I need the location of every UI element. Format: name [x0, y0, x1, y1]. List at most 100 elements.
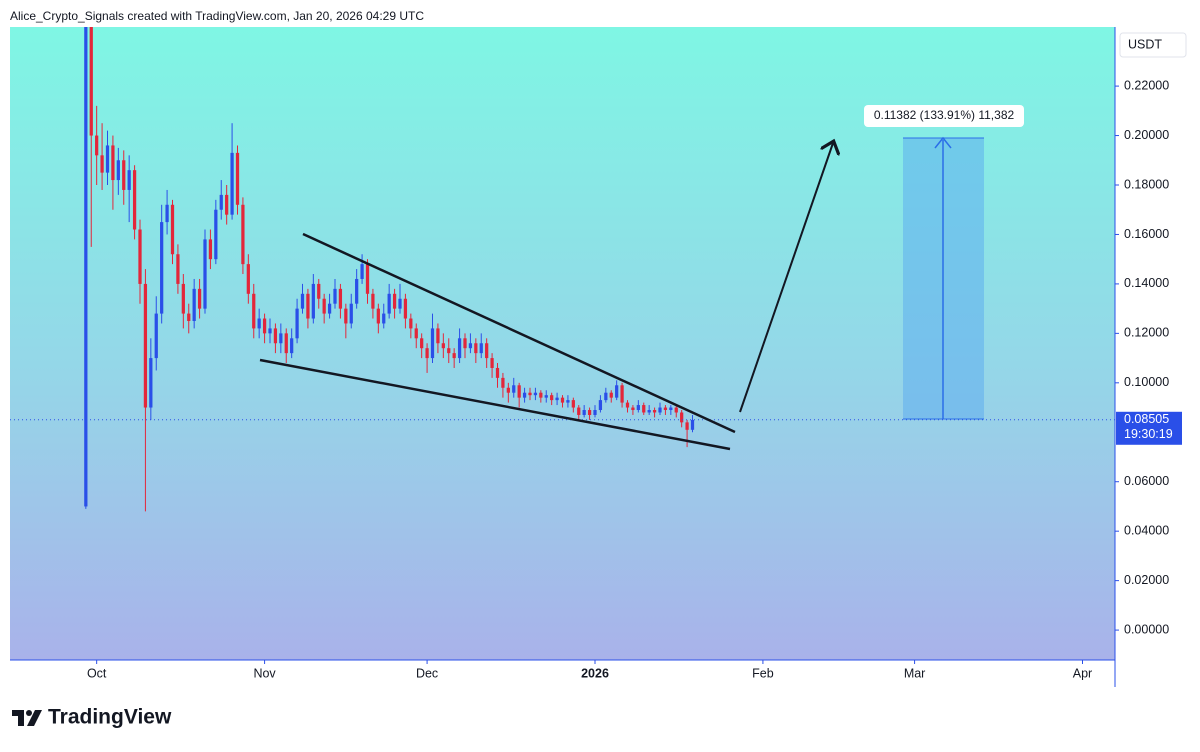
candle-body: [555, 397, 559, 401]
candle-body: [187, 313, 191, 321]
candle-body: [663, 407, 668, 411]
candle-body: [262, 318, 267, 334]
candle-body: [566, 400, 570, 403]
candle-body: [620, 385, 624, 403]
arrow: [739, 143, 833, 413]
candle-body: [522, 392, 527, 398]
candle-body: [132, 170, 137, 230]
candle-body: [197, 288, 202, 309]
candle-body: [382, 313, 386, 324]
header: Alice_Crypto_Signals created with Tradin…: [10, 9, 424, 23]
candle-body: [647, 410, 651, 413]
candle-body: [219, 194, 223, 210]
candle-body: [398, 298, 402, 309]
candle-body: [501, 377, 505, 388]
candle-body: [95, 135, 99, 156]
candle-body: [349, 303, 353, 324]
candle-body: [512, 385, 516, 393]
candle-body: [680, 412, 684, 423]
candle-body: [122, 160, 126, 190]
candle-body: [355, 278, 359, 304]
y-tick-label: 0.14000: [1124, 276, 1169, 290]
candle-body: [230, 152, 234, 215]
x-tick-label: 2026: [581, 666, 609, 680]
candle-body: [143, 283, 148, 408]
trendline: [302, 232, 736, 434]
candle-body: [333, 288, 337, 304]
candle-body: [571, 400, 575, 408]
candle-body: [203, 239, 207, 309]
candle-body: [165, 204, 169, 223]
candle-body: [457, 338, 462, 359]
candle-body: [246, 264, 250, 294]
candle-body: [598, 400, 603, 411]
price-axis: [1115, 27, 1190, 687]
candle-body: [317, 283, 321, 299]
candle-body: [550, 395, 554, 401]
candle-body: [105, 145, 110, 173]
candle-body: [506, 387, 510, 393]
candle-body: [295, 308, 299, 339]
candle-body: [485, 343, 489, 359]
candle-body: [452, 353, 456, 359]
candle-body: [338, 288, 343, 309]
candle-body: [235, 152, 240, 205]
candle-body: [636, 405, 640, 411]
candle-body: [116, 160, 120, 181]
candle-body: [170, 204, 175, 255]
x-tick-label: Apr: [1073, 666, 1092, 680]
y-tick-label: 0.06000: [1124, 474, 1169, 488]
candle-body: [387, 293, 391, 314]
candle-body: [468, 343, 473, 349]
candle-body: [241, 204, 245, 265]
candle-body: [311, 283, 315, 319]
candle-body: [360, 264, 364, 279]
brand: TradingView: [48, 706, 172, 729]
candle-body: [344, 308, 348, 324]
candle-body: [669, 407, 673, 411]
measure-label-box: [864, 105, 1024, 127]
price-label-box: [1116, 411, 1182, 445]
candle-body: [528, 392, 532, 396]
candle-body: [181, 283, 185, 314]
y-tick-label: 0.02000: [1124, 573, 1169, 587]
candle-body: [685, 422, 689, 430]
candle-body: [160, 222, 164, 314]
candle-body: [365, 264, 370, 294]
trendline: [259, 358, 731, 451]
candle-body: [479, 343, 483, 354]
candle-body: [495, 367, 500, 378]
candle-body: [208, 239, 213, 260]
x-tick-label: Feb: [752, 666, 774, 680]
candle-body: [252, 293, 256, 329]
candle-body: [138, 229, 142, 284]
logo: [12, 710, 42, 726]
candle-body: [214, 209, 218, 260]
currency: USDT: [1128, 37, 1162, 51]
x-tick-label: Dec: [416, 666, 438, 680]
y-tick-label: 0.22000: [1124, 78, 1169, 92]
candle-body: [436, 328, 440, 344]
candle-body: [290, 338, 294, 354]
price-label-value: 0.08505: [1124, 412, 1169, 426]
candle-body: [441, 343, 445, 349]
candle-body: [490, 358, 494, 368]
y-tick-label: 0.20000: [1124, 128, 1169, 142]
candle-body: [376, 308, 380, 324]
drawings: 0.11382 (133.91%) 11,382: [259, 105, 1024, 451]
candle-body: [544, 395, 548, 398]
candle-body: [533, 392, 538, 396]
candle-body: [89, 27, 93, 136]
candle-body: [306, 293, 310, 319]
candle-body: [560, 397, 565, 403]
y-tick-label: 0.00000: [1124, 622, 1169, 636]
candle-body: [652, 410, 657, 413]
candle-body: [414, 328, 418, 339]
candle-body: [517, 385, 521, 398]
x-tick-label: Nov: [253, 666, 276, 680]
candle-body: [631, 407, 635, 411]
candle-body: [176, 254, 180, 284]
candle-body: [192, 288, 196, 321]
candle-body: [257, 318, 261, 329]
